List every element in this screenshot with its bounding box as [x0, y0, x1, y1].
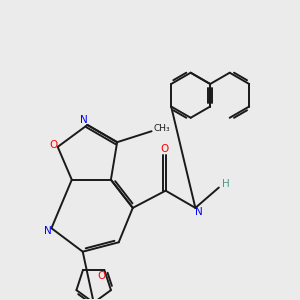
- Text: O: O: [97, 271, 105, 281]
- Text: H: H: [222, 179, 230, 189]
- Text: O: O: [49, 140, 57, 150]
- Text: N: N: [44, 226, 52, 236]
- Text: O: O: [160, 144, 168, 154]
- Text: N: N: [195, 207, 203, 217]
- Text: CH₃: CH₃: [153, 124, 170, 133]
- Text: N: N: [80, 115, 88, 125]
